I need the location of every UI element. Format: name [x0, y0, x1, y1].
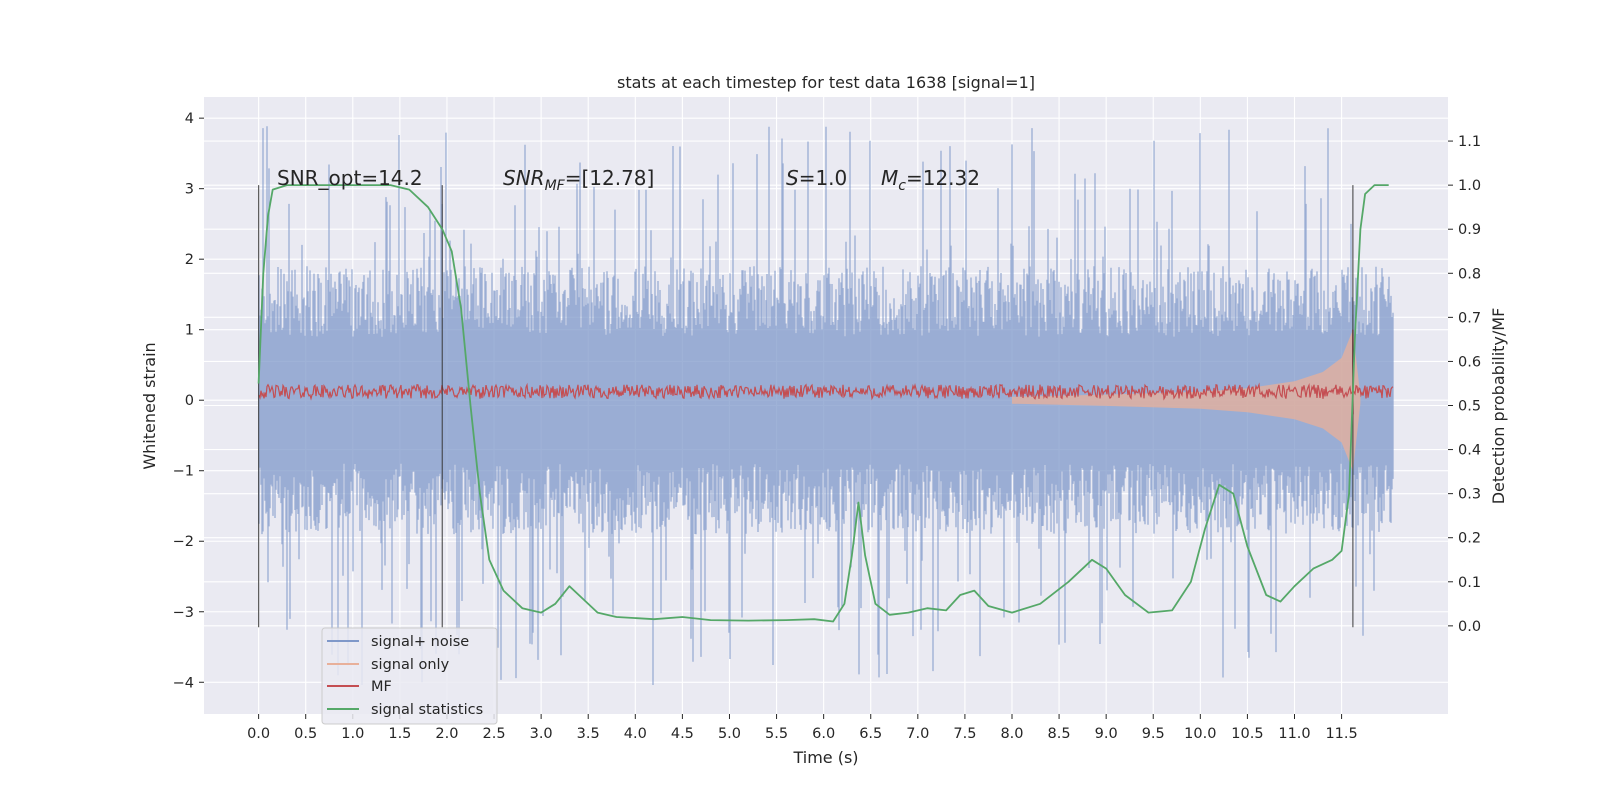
y-right-tick-label-8: 0.3: [1458, 487, 1481, 503]
x-tick-label-19: 9.5: [1142, 726, 1165, 742]
x-tick-label-21: 10.5: [1231, 726, 1263, 742]
x-tick-label-6: 3.0: [530, 726, 553, 742]
y-right-tick-labels: 1.1 1.0 0.9 0.8 0.7 0.6 0.5 0.4 0.3 0.2 0.1 0.0: [1448, 134, 1481, 635]
x-tick-label-4: 2.0: [435, 726, 458, 742]
x-tick-label-23: 11.5: [1325, 726, 1357, 742]
x-tick-label-7: 3.5: [577, 726, 600, 742]
y-left-tick-label-0: 4: [185, 111, 194, 127]
y-axis-label-right: Detection probability/MF: [1489, 308, 1508, 505]
x-tick-label-5: 2.5: [483, 726, 506, 742]
y-right-tick-label-3: 0.8: [1458, 266, 1481, 282]
y-left-tick-label-8: −4: [173, 675, 194, 691]
chart-title: stats at each timestep for test data 163…: [617, 73, 1035, 92]
y-left-tick-label-4: 0: [185, 393, 194, 409]
y-left-tick-label-5: −1: [173, 464, 194, 480]
x-tick-label-15: 7.5: [953, 726, 976, 742]
x-tick-label-17: 8.5: [1048, 726, 1071, 742]
x-axis-label: Time (s): [792, 748, 858, 767]
annotation-mc-subscript: c: [898, 178, 906, 194]
x-tick-label-2: 1.0: [341, 726, 364, 742]
y-right-tick-label-5: 0.6: [1458, 354, 1481, 370]
signal-statistics-line: [257, 184, 1389, 623]
annotation-snr-mf-symbol: SNR: [503, 166, 545, 190]
y-right-tick-label-0: 1.1: [1458, 134, 1481, 150]
x-tick-label-9: 4.5: [671, 726, 694, 742]
annotation-snr-mf: SNRMF=[12.78]: [503, 166, 654, 194]
y-right-tick-label-4: 0.7: [1458, 310, 1481, 326]
x-tick-label-13: 6.5: [859, 726, 882, 742]
annotation-mc: Mc=12.32: [881, 166, 980, 194]
mf-trace: [258, 382, 1394, 401]
series-signal-only: [1012, 329, 1361, 471]
x-tick-label-18: 9.0: [1095, 726, 1118, 742]
legend-label-signal-statistics: signal statistics: [371, 702, 483, 718]
x-tick-label-16: 8.0: [1000, 726, 1023, 742]
y-left-tick-label-7: −3: [173, 605, 194, 621]
x-tick-label-8: 4.0: [624, 726, 647, 742]
y-right-tick-label-10: 0.1: [1458, 575, 1481, 591]
y-right-tick-label-1: 1.0: [1458, 178, 1481, 194]
annotation-mc-value: =12.32: [906, 166, 980, 190]
y-left-tick-label-6: −2: [173, 534, 194, 550]
annotation-s-symbol: S: [786, 166, 799, 190]
annotation-s-value: =1.0: [799, 166, 848, 190]
x-tick-label-11: 5.5: [765, 726, 788, 742]
signal-only-envelope: [1012, 329, 1361, 471]
annotation-snr-opt: SNR_opt=14.2: [277, 166, 423, 190]
x-tick-label-14: 7.0: [906, 726, 929, 742]
x-tick-label-3: 1.5: [388, 726, 411, 742]
y-left-tick-labels: 4 3 2 1 0 −1 −2 −3 −4: [173, 111, 204, 691]
series-signal-statistics: [257, 184, 1389, 623]
x-tick-labels: 0.0 0.5 1.0 1.5 2.0 2.5 3.0 3.5 4.0 4.5 5.0 5.5 6.0 6…: [247, 714, 1358, 742]
annotation-s: S=1.0: [786, 166, 847, 190]
y-left-tick-label-1: 3: [185, 182, 194, 198]
x-tick-label-10: 5.0: [718, 726, 741, 742]
legend-label-signal-only: signal only: [371, 657, 450, 673]
annotation-snr-mf-subscript: MF: [545, 178, 566, 194]
x-tick-label-22: 11.0: [1278, 726, 1310, 742]
annotation-mc-symbol: M: [881, 166, 898, 190]
y-right-tick-label-9: 0.2: [1458, 531, 1481, 547]
y-right-tick-label-7: 0.4: [1458, 443, 1481, 459]
y-left-tick-label-3: 1: [185, 323, 194, 339]
x-tick-label-0: 0.0: [247, 726, 270, 742]
x-tick-label-1: 0.5: [294, 726, 317, 742]
legend-label-signal-noise: signal+ noise: [371, 634, 469, 650]
y-right-tick-label-6: 0.5: [1458, 399, 1481, 415]
x-tick-label-20: 10.0: [1184, 726, 1216, 742]
y-axis-label-left: Whitened strain: [140, 342, 159, 469]
x-tick-label-12: 6.0: [812, 726, 835, 742]
y-right-tick-label-2: 0.9: [1458, 222, 1481, 238]
y-left-tick-label-2: 2: [185, 252, 194, 268]
legend: signal+ noise signal only MF signal stat…: [321, 627, 498, 725]
legend-box: [321, 627, 498, 725]
legend-label-mf: MF: [371, 679, 392, 695]
annotation-snr-mf-value: =[12.78]: [565, 166, 655, 190]
y-right-tick-label-11: 0.0: [1458, 619, 1481, 635]
